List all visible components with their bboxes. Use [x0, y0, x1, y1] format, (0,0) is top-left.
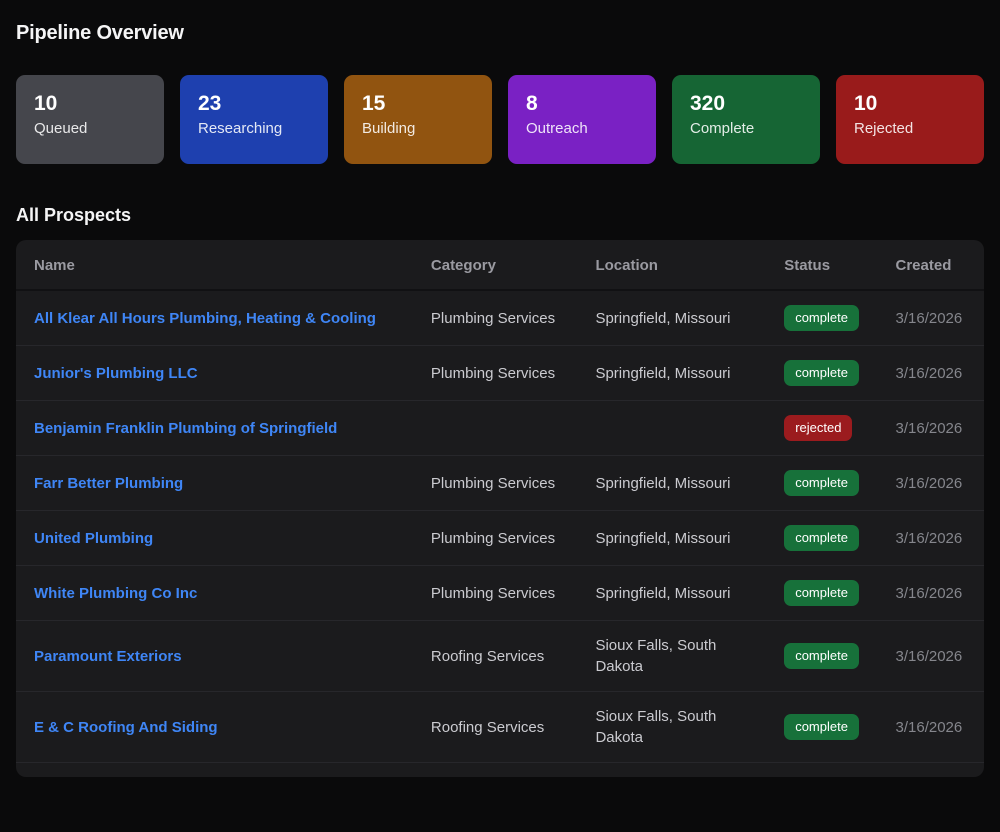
status-badge: complete	[784, 470, 859, 496]
prospect-category: Plumbing Services	[430, 584, 556, 602]
status-badge: complete	[784, 360, 859, 386]
table-row: Junior's Plumbing LLC Plumbing Services Sp…	[16, 346, 984, 401]
stat-label: Queued	[34, 120, 88, 137]
stat-label: Rejected	[854, 120, 914, 137]
stat-label: Building	[362, 120, 416, 137]
stat-value: 23	[198, 92, 222, 115]
column-header-status: Status	[784, 257, 831, 274]
stat-label: Outreach	[526, 120, 588, 137]
status-badge: rejected	[784, 415, 853, 441]
prospect-category: Plumbing Services	[430, 529, 556, 547]
column-header-location: Location	[595, 257, 658, 274]
table-row: Farr Better Plumbing Plumbing Services Spr…	[16, 456, 984, 511]
prospect-category: Roofing Services	[430, 647, 545, 665]
prospect-link[interactable]: E & C Roofing And Siding	[34, 718, 218, 736]
prospect-created-date: 3/16/2026	[895, 364, 963, 382]
prospect-created-date: 3/16/2026	[895, 529, 963, 547]
status-badge: complete	[784, 714, 859, 740]
prospect-category: Plumbing Services	[430, 309, 556, 327]
column-header-name: Name	[34, 257, 75, 274]
table-row: White Plumbing Co Inc Plumbing Services Sp…	[16, 566, 984, 621]
prospect-link[interactable]: Farr Better Plumbing	[34, 474, 184, 492]
prospect-category: Roofing Services	[430, 718, 545, 736]
stat-value: 10	[34, 92, 58, 115]
stat-card-rejected: 10 Rejected	[836, 75, 984, 164]
pipeline-stats: 10 Queued 23 Researching 15 Building 8 Outreach…	[16, 75, 984, 164]
prospect-created-date: 3/16/2026	[895, 584, 963, 602]
prospect-created-date: 3/16/2026	[895, 419, 963, 437]
column-header-category: Category	[430, 257, 496, 274]
page-title: Pipeline Overview	[16, 22, 184, 44]
prospects-table: Name Category Location Status Created All Kl…	[16, 240, 984, 763]
stat-label: Complete	[690, 120, 755, 137]
prospect-location: Springfield, Missouri	[595, 529, 731, 547]
stat-card-outreach: 8 Outreach	[508, 75, 656, 164]
table-header-row: Name Category Location Status Created	[16, 240, 984, 290]
stat-value: 15	[362, 92, 386, 115]
prospect-location: Springfield, Missouri	[595, 364, 731, 382]
prospect-link[interactable]: Junior's Plumbing LLC	[34, 364, 198, 382]
prospect-link[interactable]: Paramount Exteriors	[34, 647, 182, 665]
stat-value: 320	[690, 92, 726, 115]
stat-label: Researching	[198, 120, 283, 137]
stat-card-complete: 320 Complete	[672, 75, 820, 164]
table-row: United Plumbing Plumbing Services Springfi…	[16, 511, 984, 566]
prospect-link[interactable]: White Plumbing Co Inc	[34, 584, 198, 602]
stat-value: 8	[526, 92, 538, 115]
prospects-table-card: Name Category Location Status Created All Kl…	[16, 240, 984, 777]
prospect-link[interactable]: United Plumbing	[34, 529, 154, 547]
status-badge: complete	[784, 525, 859, 551]
prospect-category: Plumbing Services	[430, 474, 556, 492]
column-header-created: Created	[895, 257, 952, 274]
prospect-link[interactable]: All Klear All Hours Plumbing, Heating & …	[34, 309, 376, 327]
prospect-location: Springfield, Missouri	[595, 584, 731, 602]
prospect-category: Plumbing Services	[430, 364, 556, 382]
stat-value: 10	[854, 92, 878, 115]
status-badge: complete	[784, 305, 859, 331]
stat-card-researching: 23 Researching	[180, 75, 328, 164]
table-row: E & C Roofing And Siding Roofing Services…	[16, 692, 984, 763]
table-row: All Klear All Hours Plumbing, Heating & …	[16, 290, 984, 346]
table-row: Paramount Exteriors Roofing Services Sioux…	[16, 621, 984, 692]
prospects-table-body: All Klear All Hours Plumbing, Heating & …	[16, 290, 984, 763]
status-badge: complete	[784, 643, 859, 669]
stat-card-building: 15 Building	[344, 75, 492, 164]
prospect-created-date: 3/16/2026	[895, 718, 963, 736]
status-badge: complete	[784, 580, 859, 606]
prospect-link[interactable]: Benjamin Franklin Plumbing of Springfiel…	[34, 419, 338, 437]
prospect-location: Springfield, Missouri	[595, 474, 731, 492]
section-title-all-prospects: All Prospects	[16, 205, 132, 225]
prospect-location: Sioux Falls, South Dakota	[595, 708, 717, 746]
pipeline-page: Pipeline Overview 10 Queued 23 Researching 1…	[16, 22, 984, 777]
table-row: Benjamin Franklin Plumbing of Springfiel…	[16, 401, 984, 456]
prospect-location: Springfield, Missouri	[595, 309, 731, 327]
prospect-created-date: 3/16/2026	[895, 474, 963, 492]
prospect-created-date: 3/16/2026	[895, 309, 963, 327]
prospect-created-date: 3/16/2026	[895, 647, 963, 665]
prospect-location: Sioux Falls, South Dakota	[595, 637, 717, 675]
stat-card-queued: 10 Queued	[16, 75, 164, 164]
